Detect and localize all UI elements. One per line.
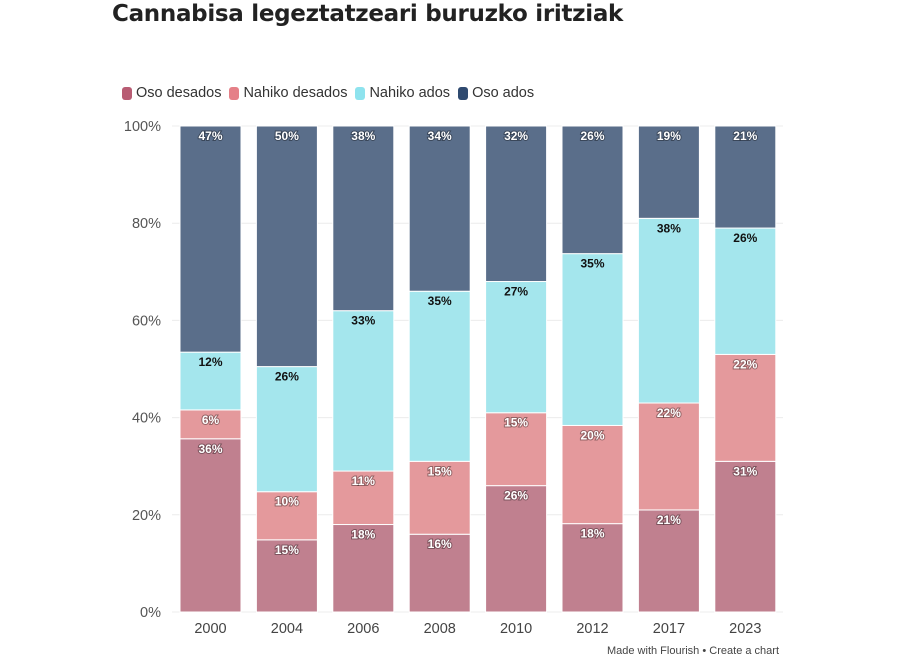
data-label: 10%: [275, 495, 299, 509]
legend-swatch: [458, 86, 469, 100]
chart-title: Cannabisa legeztatzeari buruzko iritziak: [112, 1, 624, 27]
data-label: 26%: [580, 129, 604, 143]
bar-segment[interactable]: [637, 125, 700, 219]
bar-segment[interactable]: [714, 227, 777, 355]
data-label: 35%: [428, 294, 452, 308]
bar-segment[interactable]: [485, 485, 548, 613]
data-label: 21%: [657, 513, 681, 527]
footer: Made with Flourish • Create a chart: [607, 645, 779, 657]
bar-segment[interactable]: [179, 125, 242, 353]
legend-label: Nahiko ados: [369, 85, 451, 101]
data-label: 15%: [275, 543, 299, 557]
data-label: 21%: [733, 129, 757, 143]
bar-segment[interactable]: [332, 125, 395, 312]
bar-segment[interactable]: [485, 125, 548, 283]
legend-swatch: [122, 86, 132, 100]
bar-segment[interactable]: [255, 125, 318, 368]
data-label: 38%: [351, 129, 375, 143]
x-tick-label: 2017: [653, 621, 685, 637]
x-tick-label: 2000: [194, 621, 226, 637]
footer-separator: •: [702, 645, 707, 657]
data-label: 16%: [428, 537, 452, 551]
bar-segment[interactable]: [179, 351, 242, 411]
bar-segment[interactable]: [485, 281, 548, 414]
data-label: 19%: [657, 129, 681, 143]
legend: Oso desados Nahiko desados Nahiko ados Oso …: [122, 85, 534, 101]
data-label: 6%: [202, 413, 220, 427]
create-chart-link[interactable]: Create a chart: [709, 645, 779, 657]
data-label: 50%: [275, 129, 299, 143]
x-tick-label: 2012: [576, 621, 608, 637]
legend-label: Nahiko desados: [243, 85, 348, 101]
y-tick-label: 100%: [124, 119, 161, 135]
data-label: 36%: [198, 442, 222, 456]
bar-segment[interactable]: [179, 438, 242, 613]
x-tick-label: 2006: [347, 621, 379, 637]
x-tick-label: 2008: [424, 621, 456, 637]
bar-segment[interactable]: [408, 460, 471, 535]
bar-segment[interactable]: [637, 402, 700, 511]
y-tick-label: 0%: [140, 605, 161, 621]
bar-segment[interactable]: [714, 353, 777, 462]
legend-swatch: [229, 86, 240, 100]
data-label: 31%: [733, 464, 757, 478]
data-label: 35%: [580, 257, 604, 271]
legend-label: Oso ados: [472, 85, 535, 101]
y-tick-label: 60%: [132, 313, 161, 329]
bar-segment[interactable]: [332, 310, 395, 472]
legend-item[interactable]: Oso desados: [122, 85, 221, 101]
data-label: 32%: [504, 129, 528, 143]
bar-segment[interactable]: [561, 523, 624, 613]
bar-segment[interactable]: [255, 491, 318, 541]
data-label: 26%: [733, 231, 757, 245]
y-tick-label: 20%: [132, 508, 161, 524]
data-label: 47%: [198, 129, 222, 143]
data-label: 27%: [504, 285, 528, 299]
x-tick-label: 2004: [271, 621, 303, 637]
bar-segment[interactable]: [637, 217, 700, 404]
legend-item[interactable]: Oso ados: [458, 85, 534, 101]
legend-swatch: [355, 86, 366, 100]
bar-segment[interactable]: [408, 125, 471, 292]
data-label: 11%: [352, 474, 376, 488]
data-label: 18%: [351, 528, 375, 542]
y-tick-label: 80%: [132, 216, 161, 232]
data-label: 20%: [580, 428, 604, 442]
bar-segment[interactable]: [485, 412, 548, 487]
x-tick-label: 2023: [729, 621, 761, 637]
data-label: 22%: [733, 357, 757, 371]
legend-item[interactable]: Nahiko ados: [355, 85, 450, 101]
data-label: 38%: [657, 221, 681, 235]
data-label: 22%: [657, 406, 681, 420]
legend-item[interactable]: Nahiko desados: [229, 85, 347, 101]
data-label: 15%: [504, 416, 528, 430]
bar-segment[interactable]: [179, 409, 242, 440]
data-label: 34%: [428, 129, 452, 143]
x-tick-label: 2010: [500, 621, 532, 637]
bar-segment[interactable]: [714, 125, 777, 229]
data-label: 26%: [504, 489, 528, 503]
bar-segment[interactable]: [332, 470, 395, 526]
y-tick-label: 40%: [132, 411, 161, 427]
bar-segment[interactable]: [637, 509, 700, 613]
flourish-credit-link[interactable]: Made with Flourish: [606, 645, 700, 657]
bar-segment[interactable]: [332, 524, 395, 613]
bar-segment[interactable]: [255, 366, 318, 493]
legend-label: Oso desados: [136, 85, 222, 101]
data-label: 26%: [275, 370, 299, 384]
data-label: 15%: [428, 464, 452, 478]
bar-segment[interactable]: [255, 539, 318, 613]
data-label: 18%: [580, 527, 604, 541]
bar-segment[interactable]: [561, 253, 624, 426]
data-label: 33%: [351, 314, 375, 328]
data-label: 12%: [198, 355, 222, 369]
bar-segment[interactable]: [561, 125, 624, 255]
bar-segment[interactable]: [408, 290, 471, 462]
bar-segment[interactable]: [714, 460, 777, 613]
